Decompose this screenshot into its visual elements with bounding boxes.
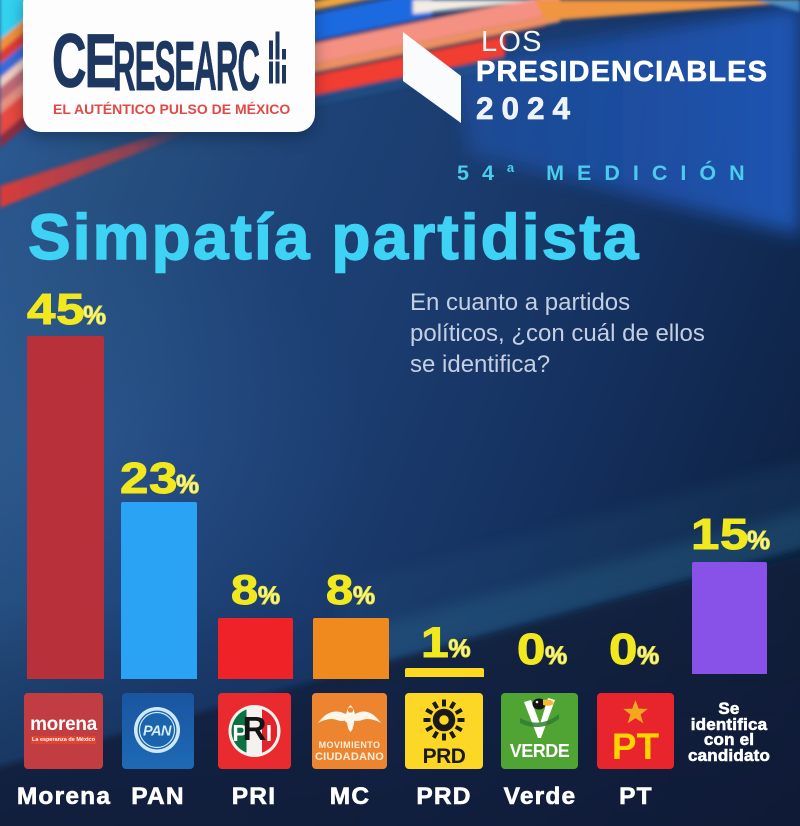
svg-text:PAN: PAN xyxy=(143,724,172,740)
svg-text:MOVIMIENTO: MOVIMIENTO xyxy=(319,740,381,750)
svg-text:P: P xyxy=(232,720,247,746)
svg-text:CIUDADANO: CIUDADANO xyxy=(315,751,384,763)
svg-text:PRD: PRD xyxy=(423,745,466,768)
svg-text:PT: PT xyxy=(612,726,660,767)
svg-text:VERDE: VERDE xyxy=(510,741,570,761)
svg-text:R: R xyxy=(243,710,267,747)
svg-text:I: I xyxy=(266,720,272,746)
